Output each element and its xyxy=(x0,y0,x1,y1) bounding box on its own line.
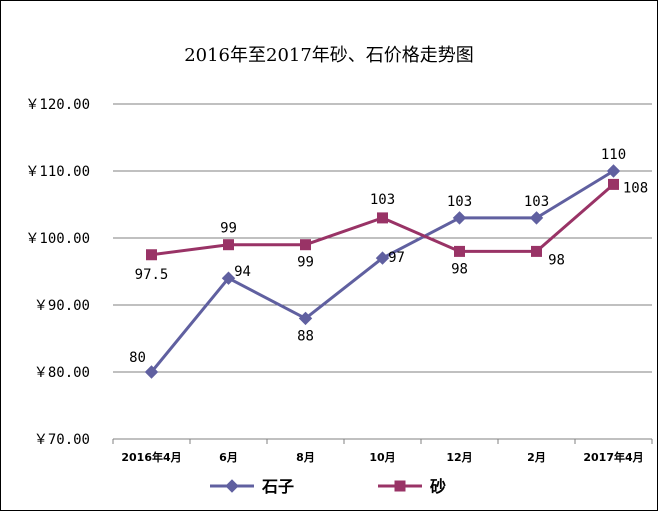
data-point-marker xyxy=(144,365,159,379)
data-label: 103 xyxy=(524,194,549,210)
series-group xyxy=(144,164,621,379)
data-label: 94 xyxy=(234,264,251,280)
legend-marker xyxy=(225,479,239,493)
data-point-marker xyxy=(300,239,311,251)
data-label: 99 xyxy=(297,255,314,271)
y-tick-label: ￥110.00 xyxy=(25,164,90,180)
data-label: 103 xyxy=(370,192,395,208)
chart-title: 2016年至2017年砂、石价格走势图 xyxy=(184,45,474,66)
data-point-marker xyxy=(606,164,621,178)
y-tick-label: ￥90.00 xyxy=(34,298,90,314)
legend: 石子 砂 xyxy=(210,477,446,496)
data-point-marker xyxy=(608,178,619,190)
y-tick-label: ￥70.00 xyxy=(34,432,90,448)
data-point-marker xyxy=(298,311,313,326)
x-tick-label: 2017年4月 xyxy=(583,450,643,464)
data-label: 97.5 xyxy=(135,267,169,283)
x-tick-label: 2月 xyxy=(527,451,546,464)
x-tick-label: 8月 xyxy=(296,451,315,464)
data-label: 108 xyxy=(623,180,648,196)
data-point-marker xyxy=(375,251,390,265)
data-point-marker xyxy=(223,239,234,251)
x-tick-label: 2016年4月 xyxy=(121,450,181,464)
data-labels: 80 94 88 97 103 103 110 97.5 99 99 103 98 98 108 xyxy=(129,147,648,366)
data-point-marker xyxy=(531,245,542,257)
data-label: 103 xyxy=(447,194,472,210)
data-label: 97 xyxy=(388,250,405,266)
legend-label: 砂 xyxy=(430,477,446,496)
y-tick-label: ￥80.00 xyxy=(34,365,90,381)
data-point-marker xyxy=(529,211,544,225)
x-tick-label: 6月 xyxy=(219,451,238,464)
data-label: 88 xyxy=(297,328,314,344)
legend-label: 石子 xyxy=(261,477,294,496)
data-label: 98 xyxy=(548,252,565,268)
data-label: 98 xyxy=(451,261,468,277)
legend-marker xyxy=(394,480,406,492)
data-label: 80 xyxy=(129,350,146,366)
data-point-marker xyxy=(452,211,467,225)
data-point-marker xyxy=(221,271,236,285)
data-point-marker xyxy=(454,245,465,257)
data-point-marker xyxy=(146,249,157,261)
data-point-marker xyxy=(377,212,388,224)
data-label: 99 xyxy=(220,221,237,237)
y-tick-label: ￥120.00 xyxy=(25,97,90,113)
x-tick-label: 12月 xyxy=(446,451,472,464)
gridlines xyxy=(113,103,652,373)
axes: ￥70.00 ￥80.00 ￥90.00 ￥100.00 ￥110.00 ￥120.00 2… xyxy=(25,97,653,464)
data-label: 110 xyxy=(601,147,626,163)
y-tick-label: ￥100.00 xyxy=(25,231,90,247)
x-tick-label: 10月 xyxy=(369,451,395,464)
